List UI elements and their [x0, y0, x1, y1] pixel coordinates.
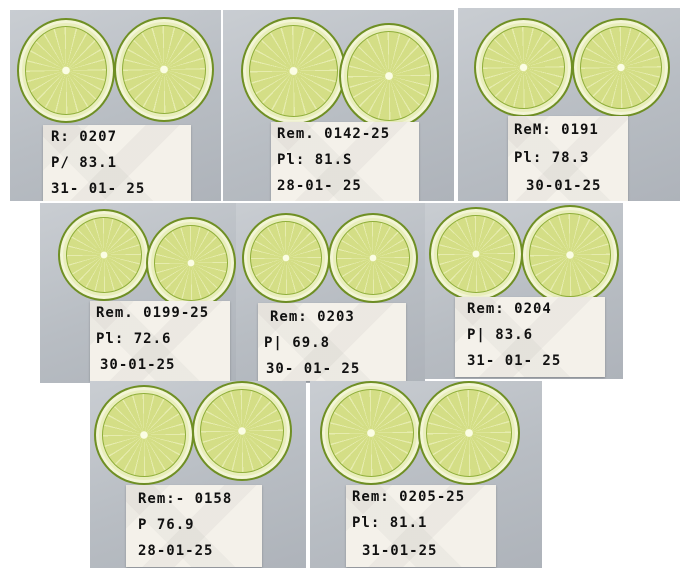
sample-label-card: ReM: 0191 Pl: 78.3 30-01-25 — [508, 116, 628, 201]
sample-label-card: Rem: 0205-25 Pl: 81.1 31-01-25 — [346, 485, 496, 567]
lime-half-right — [341, 25, 437, 127]
sample-label-card: Rem: 0204 P| 83.6 31- 01- 25 — [455, 297, 605, 377]
lime-half-left — [322, 383, 420, 483]
sample-date: 30-01-25 — [526, 178, 602, 194]
sample-date: 28-01-25 — [138, 543, 214, 559]
sample-label-card: Rem. 0142-25 Pl: 81.S 28-01- 25 — [271, 122, 419, 201]
lime-half-right — [148, 219, 234, 307]
sample-id: Rem: 0205-25 — [352, 489, 466, 505]
sample-label-card: Rem. 0199-25 Pl: 72.6 30-01-25 — [90, 301, 230, 381]
sample-id: Rem. 0142-25 — [277, 126, 391, 142]
sample-weight: Pl: 81.1 — [352, 515, 428, 531]
sample-label-card: Rem: 0203 P| 69.8 30- 01- 25 — [258, 303, 406, 381]
photo-tile-7: Rem:- 0158 P 76.9 28-01-25 — [90, 381, 306, 568]
lime-half-left — [60, 211, 148, 299]
photo-tile-4: Rem. 0199-25 Pl: 72.6 30-01-25 — [40, 203, 236, 383]
lime-half-right — [330, 215, 416, 301]
sample-date: 30- 01- 25 — [266, 361, 361, 377]
sample-id: R: 0207 — [51, 129, 118, 145]
sample-weight: P| 69.8 — [264, 335, 331, 351]
sample-date: 30-01-25 — [100, 357, 176, 373]
lime-half-right — [116, 19, 212, 120]
sample-date: 31- 01- 25 — [467, 353, 562, 369]
sample-date: 31- 01- 25 — [51, 181, 146, 197]
photo-tile-5: Rem: 0203 P| 69.8 30- 01- 25 — [236, 203, 425, 383]
sample-weight: P 76.9 — [138, 517, 195, 533]
sample-weight: P/ 83.1 — [51, 155, 118, 171]
sample-date: 31-01-25 — [362, 543, 438, 559]
sample-label-card: R: 0207 P/ 83.1 31- 01- 25 — [43, 125, 191, 201]
photo-tile-6: Rem: 0204 P| 83.6 31- 01- 25 — [425, 203, 623, 379]
lime-half-left — [243, 19, 344, 123]
sample-date: 28-01- 25 — [277, 178, 362, 194]
sample-weight: P| 83.6 — [467, 327, 534, 343]
lime-half-right — [523, 207, 617, 303]
lime-half-right — [574, 20, 668, 115]
sample-weight: Pl: 78.3 — [514, 150, 590, 166]
lime-half-left — [244, 215, 328, 301]
lime-half-right — [194, 383, 290, 479]
lime-half-right — [420, 383, 518, 483]
lime-half-left — [431, 209, 521, 299]
sample-weight: Pl: 81.S — [277, 152, 353, 168]
photo-tile-3: ReM: 0191 Pl: 78.3 30-01-25 — [458, 8, 680, 201]
photo-tile-1: R: 0207 P/ 83.1 31- 01- 25 — [10, 10, 221, 201]
sample-label-card: Rem:- 0158 P 76.9 28-01-25 — [126, 485, 262, 567]
sample-id: Rem. 0199-25 — [96, 305, 210, 321]
photo-tile-8: Rem: 0205-25 Pl: 81.1 31-01-25 — [310, 381, 542, 568]
sample-id: Rem: 0203 — [270, 309, 355, 325]
sample-weight: Pl: 72.6 — [96, 331, 172, 347]
lime-half-left — [476, 20, 571, 115]
sample-id: ReM: 0191 — [514, 122, 599, 138]
photo-tile-2: Rem. 0142-25 Pl: 81.S 28-01- 25 — [223, 10, 454, 201]
lime-half-left — [19, 20, 113, 121]
lime-half-left — [96, 387, 192, 483]
sample-id: Rem:- 0158 — [138, 491, 233, 507]
sample-id: Rem: 0204 — [467, 301, 552, 317]
